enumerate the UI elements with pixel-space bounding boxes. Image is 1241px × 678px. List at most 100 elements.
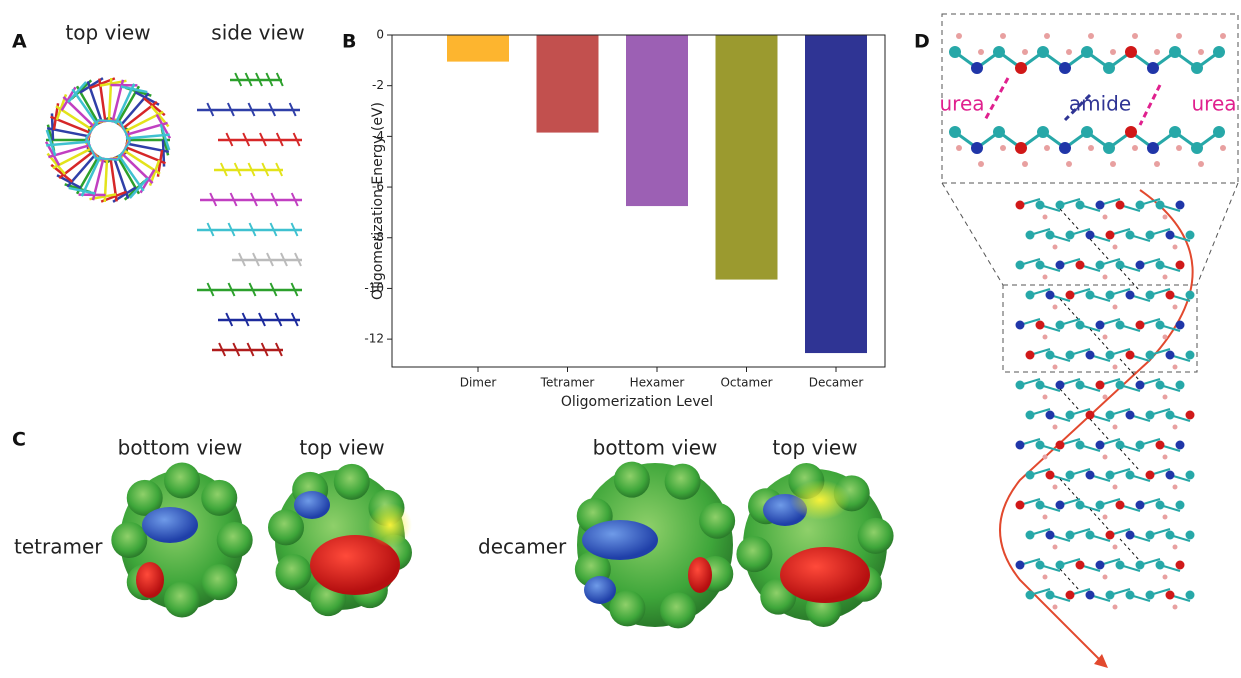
surface-lobe [201, 480, 237, 516]
atom [956, 145, 962, 151]
atom [1053, 425, 1058, 430]
panel-label: B [342, 31, 356, 53]
atom [1132, 145, 1138, 151]
atom [1116, 261, 1125, 270]
atom [1103, 515, 1108, 520]
annotation: urea [939, 92, 984, 116]
atom [1046, 591, 1055, 600]
atom [1066, 531, 1075, 540]
atom [1103, 62, 1115, 74]
x-tick-label: Hexamer [630, 376, 685, 390]
atom [1043, 455, 1048, 460]
atom [1126, 471, 1135, 480]
atom [1046, 351, 1055, 360]
atom [1000, 145, 1006, 151]
atom [1136, 501, 1145, 510]
atom [1037, 46, 1049, 58]
atom [1016, 261, 1025, 270]
atom [1103, 215, 1108, 220]
caption: side view [211, 21, 304, 45]
atom [1186, 411, 1195, 420]
atom [1166, 591, 1175, 600]
caption: top view [299, 436, 384, 460]
h-bond [1090, 509, 1110, 531]
atom [1096, 321, 1105, 330]
atom [1146, 291, 1155, 300]
atom [1126, 231, 1135, 240]
bar [447, 35, 509, 62]
atom [1113, 245, 1118, 250]
atom [1173, 605, 1178, 610]
atom [956, 33, 962, 39]
atom [1036, 321, 1045, 330]
atom [1053, 305, 1058, 310]
h-bond [1060, 569, 1080, 591]
atom [1173, 545, 1178, 550]
atom [949, 126, 961, 138]
atom [1156, 201, 1165, 210]
atom [1096, 501, 1105, 510]
atom [1186, 231, 1195, 240]
atom [1176, 33, 1182, 39]
atom [1113, 485, 1118, 490]
atom [1086, 531, 1095, 540]
atom [1043, 335, 1048, 340]
atom [1136, 441, 1145, 450]
atom [1046, 471, 1055, 480]
atom [1176, 201, 1185, 210]
atom [1066, 351, 1075, 360]
atom [1163, 335, 1168, 340]
atom [1103, 455, 1108, 460]
atom [1088, 33, 1094, 39]
atom [1096, 261, 1105, 270]
atom [1043, 575, 1048, 580]
zoom-line [1197, 183, 1238, 285]
atom [1166, 231, 1175, 240]
surface-patch [790, 480, 850, 520]
y-tick-label: -2 [372, 78, 384, 92]
atom [1022, 161, 1028, 167]
zoom-line [942, 183, 1003, 285]
atom [1096, 441, 1105, 450]
atom [1046, 531, 1055, 540]
bar [805, 35, 867, 353]
bar [626, 35, 688, 206]
surface-patch [294, 491, 330, 519]
h-bond [1060, 479, 1080, 501]
atom [1169, 126, 1181, 138]
atom [1026, 411, 1035, 420]
atom [1066, 231, 1075, 240]
surface-lobe [858, 518, 894, 554]
h-bond [985, 78, 1008, 120]
x-tick-label: Octamer [720, 376, 772, 390]
atom [1213, 126, 1225, 138]
h-bond [1060, 389, 1080, 411]
atom [1103, 575, 1108, 580]
surface-lobe [268, 509, 304, 545]
atom [1186, 471, 1195, 480]
surface-lobe [164, 582, 200, 618]
atom [1156, 381, 1165, 390]
atom [1016, 321, 1025, 330]
atom [1016, 201, 1025, 210]
atom [993, 126, 1005, 138]
atom [1059, 62, 1071, 74]
atom [1125, 126, 1137, 138]
h-bond [1060, 299, 1080, 321]
atom [1056, 381, 1065, 390]
atom [1116, 441, 1125, 450]
atom [971, 142, 983, 154]
atom [993, 46, 1005, 58]
atom [1146, 351, 1155, 360]
atom [1081, 126, 1093, 138]
atom [1147, 142, 1159, 154]
atom [1173, 305, 1178, 310]
atom [1086, 351, 1095, 360]
surface-lobe [699, 503, 735, 539]
x-tick-label: Dimer [460, 376, 497, 390]
atom [1059, 142, 1071, 154]
atom [1146, 531, 1155, 540]
surface-patch [688, 557, 712, 593]
atom [1066, 161, 1072, 167]
atom [1146, 231, 1155, 240]
